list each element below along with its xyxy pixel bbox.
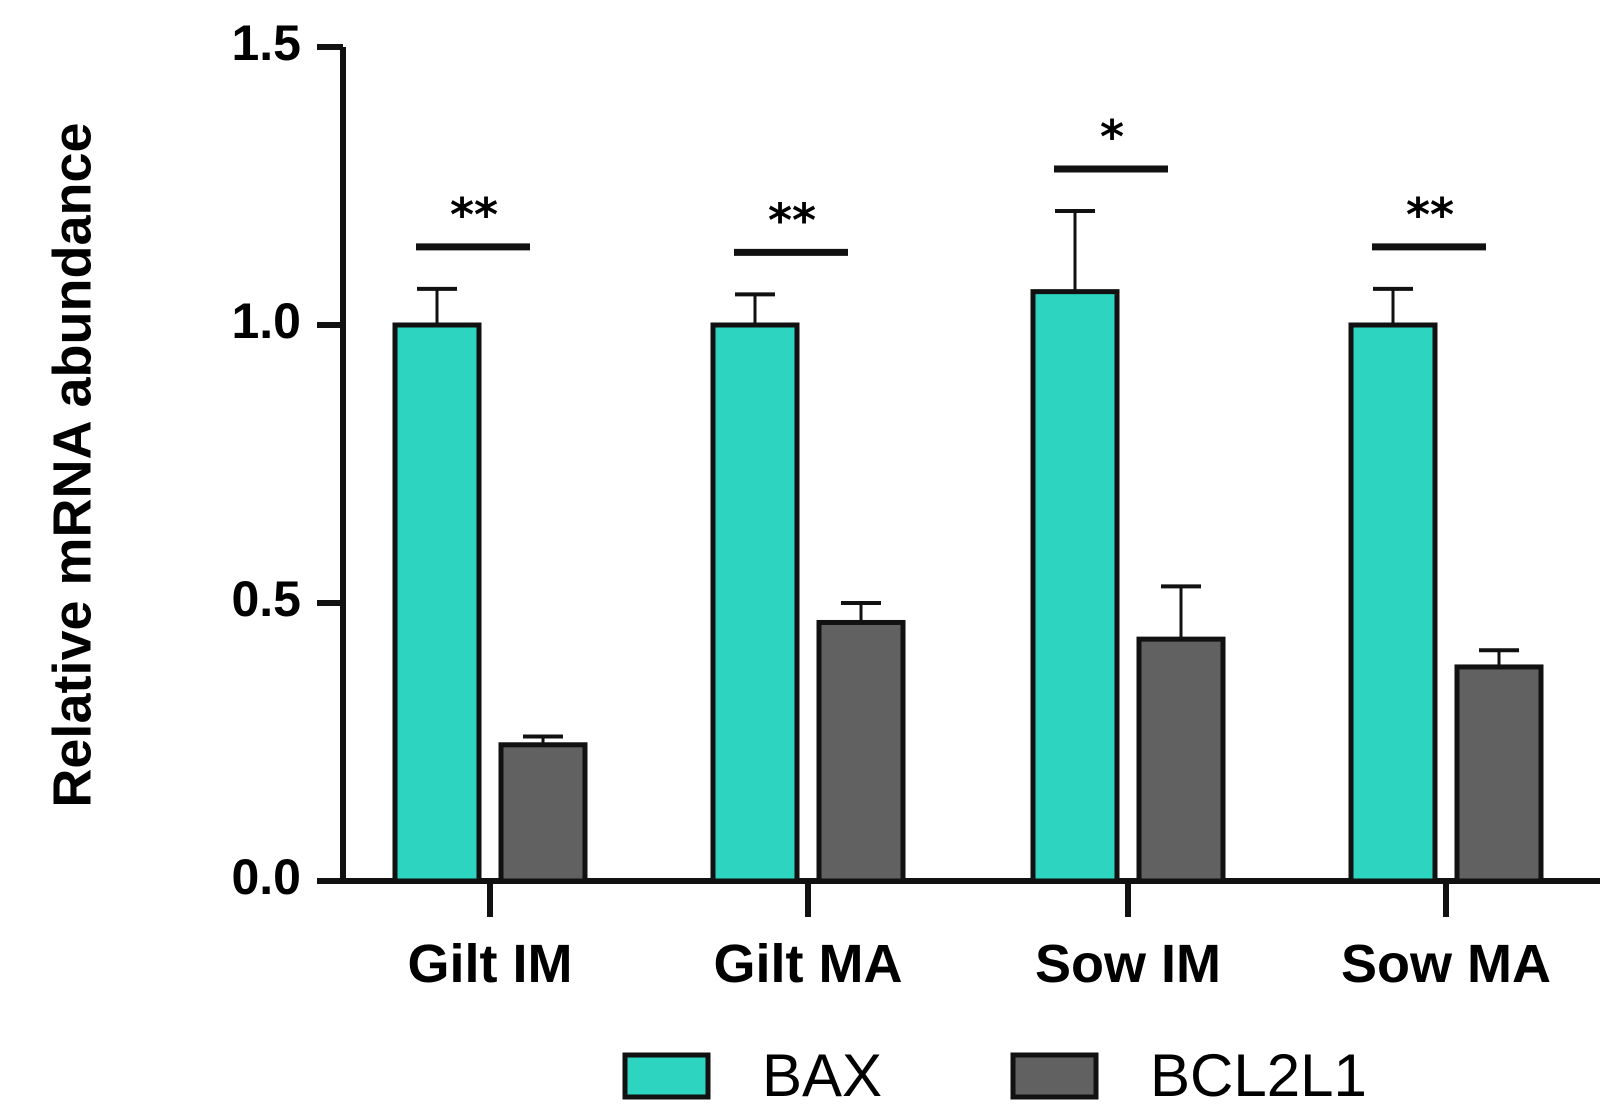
- bars: [392, 289, 1544, 884]
- legend-swatch-bax: [622, 1052, 711, 1100]
- significance-star: **: [1406, 188, 1454, 242]
- bar-bcl2l1-sow-ma: [1454, 664, 1544, 884]
- error-bars: [417, 209, 1519, 745]
- significance-star: **: [768, 193, 816, 247]
- legend: BAX BCL2L1: [622, 1042, 1367, 1109]
- legend-label-bcl2l1: BCL2L1: [1150, 1042, 1367, 1109]
- bar-bax-gilt-im: [392, 322, 482, 884]
- y-tick-label: 0.0: [231, 849, 301, 905]
- y-tick-label: 0.5: [231, 571, 301, 627]
- bar-bcl2l1-sow-im: [1136, 636, 1226, 884]
- bar-bax-sow-im: [1030, 289, 1120, 884]
- bar-bax-sow-ma: [1348, 322, 1438, 884]
- category-labels: Gilt IM Gilt MA Sow IM Sow MA: [408, 934, 1551, 994]
- x-category-label: Sow IM: [1035, 934, 1221, 994]
- y-tick-label: 1.0: [231, 293, 301, 349]
- y-tick-label: 1.5: [231, 15, 301, 71]
- y-axis-label: Relative mRNA abundance: [42, 122, 102, 807]
- significance-star: **: [450, 188, 498, 242]
- x-category-label: Sow MA: [1341, 934, 1551, 994]
- significance-star: *: [1100, 110, 1124, 164]
- x-category-label: Gilt IM: [408, 934, 573, 994]
- significance-markers: ** *****: [416, 110, 1486, 256]
- bar-bcl2l1-gilt-ma: [816, 619, 906, 884]
- x-category-label: Gilt MA: [714, 934, 903, 994]
- legend-label-bax: BAX: [762, 1042, 882, 1109]
- bar-bax-gilt-ma: [710, 322, 800, 884]
- legend-swatch-bcl2l1: [1010, 1052, 1099, 1100]
- y-axis-label-group: Relative mRNA abundance: [42, 122, 102, 807]
- bar-bcl2l1-gilt-im: [498, 742, 588, 884]
